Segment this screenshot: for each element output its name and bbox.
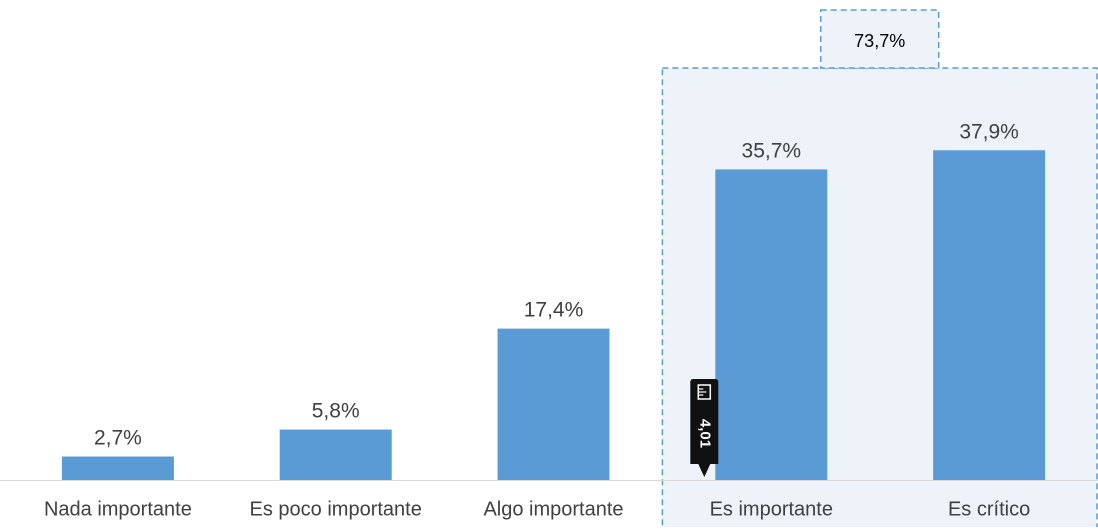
data-label-es-poco-importante: 5,8% — [312, 400, 360, 423]
data-label-algo-importante: 17,4% — [524, 299, 584, 322]
data-label-es-critico: 37,9% — [959, 120, 1019, 143]
ruler-icon — [697, 384, 712, 400]
category-label-es-poco-importante: Es poco importante — [250, 498, 422, 520]
bar-algo-importante — [497, 328, 610, 480]
bar-es-importante — [715, 169, 828, 480]
category-label-algo-importante: Algo importante — [483, 498, 623, 520]
data-label-es-importante: 35,7% — [742, 139, 802, 162]
bars-layer — [61, 150, 1046, 480]
category-label-es-importante: Es importante — [710, 498, 833, 520]
category-labels-layer: Nada importante Es poco importante Algo im… — [44, 498, 1030, 520]
bar-es-critico — [933, 150, 1046, 480]
bar-es-poco-importante — [279, 429, 392, 480]
marker-badge[interactable] — [690, 379, 719, 477]
annotation-label: 73,7% — [854, 31, 905, 51]
marker-layer[interactable]: 4,01 — [690, 379, 719, 477]
bar-nada-importante — [61, 456, 174, 480]
marker-value-label: 4,01 — [696, 419, 713, 448]
category-label-nada-importante: Nada importante — [44, 498, 192, 520]
value-labels-layer: 2,7% 5,8% 17,4% 35,7% 37,9% — [94, 120, 1019, 449]
data-label-nada-importante: 2,7% — [94, 427, 142, 450]
category-label-es-critico: Es crítico — [948, 498, 1030, 520]
annotation-box — [819, 9, 940, 69]
